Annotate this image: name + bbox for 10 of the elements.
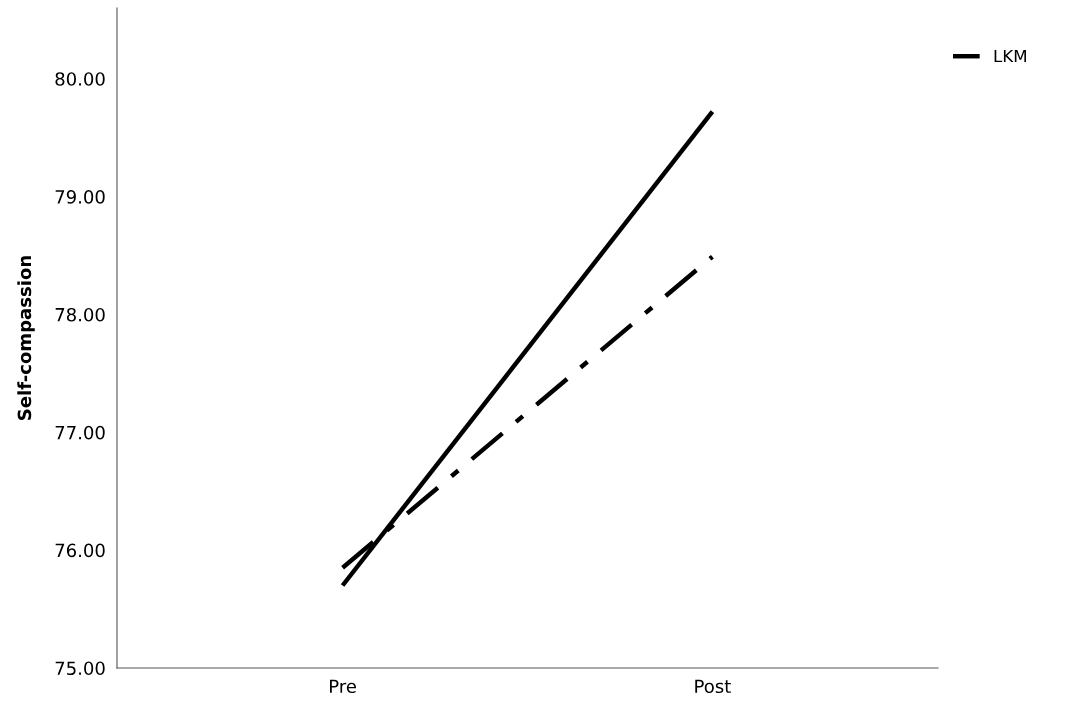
legend-label: LKM [994, 49, 1026, 63]
x-tick-label: Post [695, 679, 731, 694]
y-tick-label: 79.00 [55, 190, 105, 204]
y-tick-label: 76.00 [55, 543, 105, 558]
y-tick-label: 75.00 [55, 661, 105, 676]
y-tick-label: 78.00 [55, 307, 105, 322]
y-tick-label: 80.00 [55, 72, 105, 86]
x-tick-label: Pre [330, 679, 356, 694]
y-axis-title: Self-compassion [17, 256, 35, 420]
y-tick-label: 77.00 [55, 425, 105, 440]
